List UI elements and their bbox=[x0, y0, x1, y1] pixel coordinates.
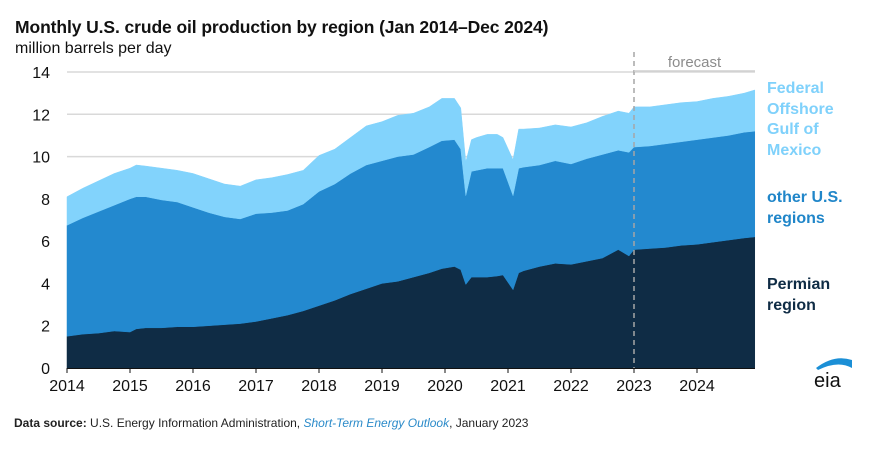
area-federal-offshore-gulf-of-mexico bbox=[66, 89, 756, 226]
steo-link[interactable]: Short-Term Energy Outlook bbox=[303, 416, 450, 430]
area-series bbox=[66, 89, 756, 369]
legend-permian-line-1: Permian bbox=[767, 276, 831, 293]
eia-logo: eia bbox=[814, 358, 852, 390]
x-tick-label: 2017 bbox=[238, 378, 274, 395]
axes: 0 2 4 6 8 10 12 14 2014 2015 2016 2017 2018 2019 2020 2… bbox=[32, 65, 755, 395]
x-tick-label: 2019 bbox=[364, 378, 400, 395]
y-tick-label: 6 bbox=[41, 234, 50, 251]
chart-title: Monthly U.S. crude oil production by reg… bbox=[15, 17, 549, 37]
legend-gulf-line-2: Offshore bbox=[767, 100, 834, 118]
eia-logo-arc-icon bbox=[816, 358, 852, 370]
y-tick-label: 2 bbox=[41, 319, 50, 336]
y-tick-label: 14 bbox=[32, 65, 50, 82]
data-source-note: Data source: U.S. Energy Information Adm… bbox=[14, 416, 528, 430]
forecast-marker: forecast bbox=[633, 52, 755, 368]
y-tick-label: 10 bbox=[32, 150, 50, 167]
legend-other-line-2: regions bbox=[767, 209, 825, 227]
y-tick-label: 0 bbox=[41, 361, 50, 378]
y-tick-label: 8 bbox=[41, 192, 50, 209]
x-tick-label: 2024 bbox=[679, 378, 715, 395]
x-tick-label: 2022 bbox=[553, 378, 589, 395]
x-tick-label: 2016 bbox=[175, 378, 211, 395]
x-tick-label: 2018 bbox=[301, 378, 337, 395]
legend-other-line-1: other U.S. bbox=[767, 189, 843, 206]
legend-gulf-of-mexico: Federal Offshore Gulf of Mexico bbox=[767, 79, 834, 161]
y-tick-label: 4 bbox=[41, 276, 50, 293]
data-source-date: , January 2023 bbox=[449, 416, 529, 430]
legend-gulf-line-4: Mexico bbox=[767, 141, 822, 159]
data-source-text: U.S. Energy Information Administration, bbox=[86, 416, 304, 430]
legend-permian-line-2: region bbox=[767, 296, 816, 314]
eia-logo-text: eia bbox=[814, 370, 842, 390]
x-tick-label: 2015 bbox=[112, 378, 148, 395]
x-tick-label: 2023 bbox=[616, 378, 652, 395]
legend-gulf-line-3: Gulf of bbox=[767, 121, 819, 138]
forecast-label: forecast bbox=[668, 54, 722, 71]
legend-other-us-regions: other U.S. regions bbox=[767, 188, 843, 229]
legend-gulf-line-1: Federal bbox=[767, 80, 824, 97]
chart-subtitle: million barrels per day bbox=[15, 40, 172, 57]
x-tick-label: 2021 bbox=[490, 378, 526, 395]
y-tick-label: 12 bbox=[32, 107, 50, 124]
x-tick-label: 2020 bbox=[427, 378, 463, 395]
data-source-label: Data source: bbox=[14, 416, 87, 430]
legend-permian-region: Permian region bbox=[767, 275, 830, 316]
x-tick-label: 2014 bbox=[49, 378, 85, 395]
